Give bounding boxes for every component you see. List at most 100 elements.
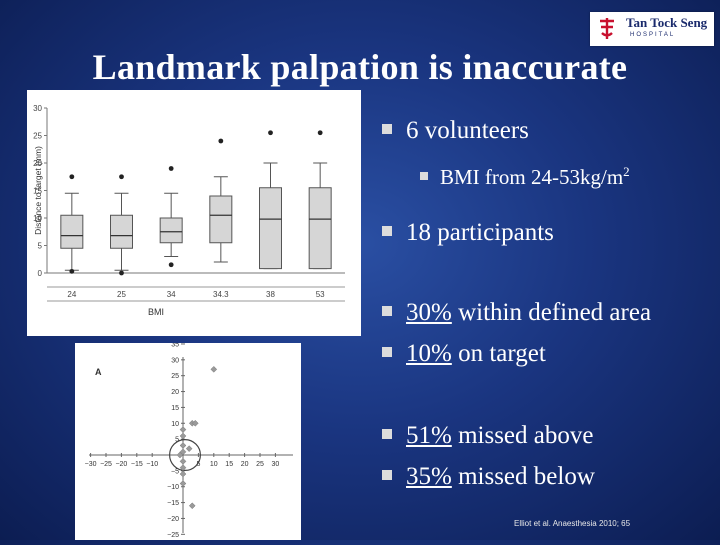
bullet-text: 18 participants [406, 219, 554, 246]
data-point [179, 432, 187, 440]
boxplot-figure: 0 5 10 15 20 25 30 Distance to target (mm) 24 25 3… [27, 90, 361, 336]
y-tick-label: 15 [33, 187, 42, 196]
y-tick-label: 30 [33, 104, 42, 113]
y-tick-label: 10 [171, 421, 179, 428]
data-point [179, 470, 187, 478]
hospital-emblem-icon [597, 16, 617, 42]
bullet-text: on target [451, 340, 546, 367]
hospital-logo: Tan Tock Seng HOSPITAL [590, 12, 714, 46]
bullet-missed-below: 35% missed below [382, 462, 595, 492]
bullet-marker [382, 226, 392, 236]
x-tick-label: 34.3 [213, 290, 229, 299]
x-tick-label: 24 [67, 290, 76, 299]
bullet-percent: 51% [406, 422, 452, 449]
data-point [191, 419, 199, 427]
bullet-marker [382, 347, 392, 357]
y-tick-label: −10 [167, 484, 179, 491]
bullet-marker [382, 124, 392, 134]
y-tick-label: 20 [171, 389, 179, 396]
box [308, 187, 332, 270]
x-tick-label: −20 [115, 461, 127, 468]
data-point [188, 502, 196, 510]
citation: Elliot et al. Anaesthesia 2010; 65 [514, 519, 631, 528]
data-point [210, 365, 218, 373]
y-tick-label: 20 [33, 159, 42, 168]
y-tick-label: 5 [38, 242, 43, 251]
outlier-point [119, 174, 124, 180]
logo-subtitle: HOSPITAL [630, 32, 676, 38]
x-tick-label: −25 [100, 461, 112, 468]
outlier-point [168, 262, 174, 268]
bullet-percent: 30% [406, 299, 452, 326]
x-tick-label: 25 [117, 290, 126, 299]
outlier-point [317, 130, 323, 136]
bullet-marker [420, 172, 428, 180]
x-tick-label: 20 [241, 461, 249, 468]
bullet-percent: 35% [406, 463, 452, 490]
x-tick-label: 25 [256, 461, 264, 468]
bullet-participants: 18 participants [382, 218, 554, 248]
data-point [179, 480, 187, 487]
data-point [185, 445, 193, 453]
y-tick-label: 10 [33, 214, 42, 223]
bullet-on-target: 10% on target [382, 339, 546, 369]
y-tick-label: −15 [167, 500, 179, 507]
panel-label: A [95, 367, 102, 377]
bullet-marker [382, 306, 392, 316]
x-tick-label: 38 [266, 290, 275, 299]
bullet-text: missed above [451, 422, 594, 449]
box [110, 214, 133, 249]
scatter-chart: A−30 −25 −20 −15 −10 5 10 15 20 25 303530252015105… [85, 341, 293, 539]
bullet-marker [382, 470, 392, 480]
bullet-bmi-range: BMI from 24-53kg/m2 [420, 157, 630, 192]
x-tick-label: 30 [272, 461, 280, 468]
data-point [179, 426, 187, 433]
logo-name: Tan Tock Seng [626, 15, 708, 30]
scatter-figure: A −30 −25 −20 −15 −10 5 10 15 20 25 30 35 30 25 20 15 10 5… [75, 341, 301, 540]
outlier-point [218, 138, 224, 144]
y-tick-label: 35 [171, 343, 179, 348]
x-tick-label: −10 [146, 461, 158, 468]
data-point [176, 451, 184, 459]
bullet-marker [382, 429, 392, 439]
data-point [179, 442, 187, 449]
superscript: 2 [623, 164, 630, 179]
x-tick-label: 5 [196, 461, 200, 468]
x-tick-label: 53 [316, 290, 325, 299]
y-axis-label: Distance to target (mm) [33, 146, 43, 235]
bullet-within-area: 30% within defined area [382, 298, 651, 328]
x-tick-label: 10 [210, 461, 218, 468]
box [159, 217, 183, 244]
y-tick-label: 25 [171, 373, 179, 380]
bullet-text: within defined area [451, 299, 652, 326]
box [209, 195, 233, 244]
x-tick-label: −30 [85, 461, 97, 468]
x-tick-label: −15 [131, 461, 143, 468]
y-tick-label: −20 [167, 516, 179, 523]
x-tick-label: 15 [225, 461, 233, 468]
y-tick-label: 30 [171, 357, 179, 364]
target-circle [168, 438, 201, 471]
y-tick-label: 0 [38, 269, 43, 278]
x-tick-label: 34 [167, 290, 176, 299]
bullet-text: missed below [451, 463, 595, 490]
outlier-point [268, 130, 273, 136]
boxplot-chart: 0 5 10 15 20 25 30 Distance to target (mm) 24 25 3… [33, 104, 345, 317]
y-tick-label: 25 [33, 132, 42, 141]
y-tick-label: 5 [175, 437, 179, 444]
y-tick-label: −25 [167, 532, 179, 539]
outlier-point [168, 166, 174, 171]
bullet-text: BMI from 24-53kg/m [440, 165, 624, 189]
slide-title: Landmark palpation is inaccurate [92, 47, 628, 87]
bullet-percent: 10% [406, 340, 452, 367]
bullet-missed-above: 51% missed above [382, 421, 593, 451]
outlier-point [69, 174, 75, 180]
x-axis-label: BMI [148, 307, 164, 317]
outlier-point [69, 268, 75, 274]
y-tick-label: −5 [171, 468, 179, 475]
box [259, 187, 282, 270]
bullet-text: 6 volunteers [406, 117, 529, 144]
box [60, 214, 84, 249]
bullet-volunteers: 6 volunteers [382, 116, 529, 146]
y-tick-label: 15 [171, 405, 179, 412]
